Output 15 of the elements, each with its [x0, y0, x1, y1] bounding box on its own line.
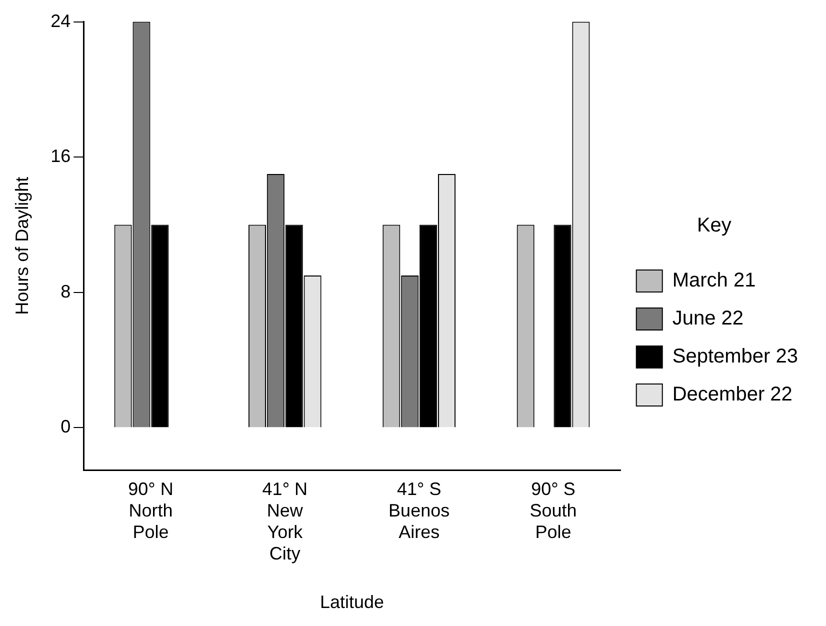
y-axis-title: Hours of Daylight [12, 176, 32, 315]
y-tick-label: 16 [50, 146, 71, 166]
x-tick-label: 41° S Buenos Aires [388, 478, 450, 542]
legend-label: June 22 [672, 308, 744, 330]
x-tick-label: 90° S South Pole [530, 478, 577, 542]
y-tick-label: 0 [60, 416, 71, 437]
x-tick-label: 41° N New York City [262, 478, 308, 564]
legend-label: March 21 [672, 270, 756, 292]
y-tick-label: 8 [60, 281, 71, 302]
x-tick-label: 90° N North Pole [128, 478, 174, 542]
x-axis-title: Latitude [320, 592, 384, 612]
legend-label: December 22 [672, 384, 792, 406]
legend-label: September 23 [672, 346, 798, 368]
legend-title: Key [696, 214, 732, 237]
y-tick-label: 24 [50, 10, 71, 31]
